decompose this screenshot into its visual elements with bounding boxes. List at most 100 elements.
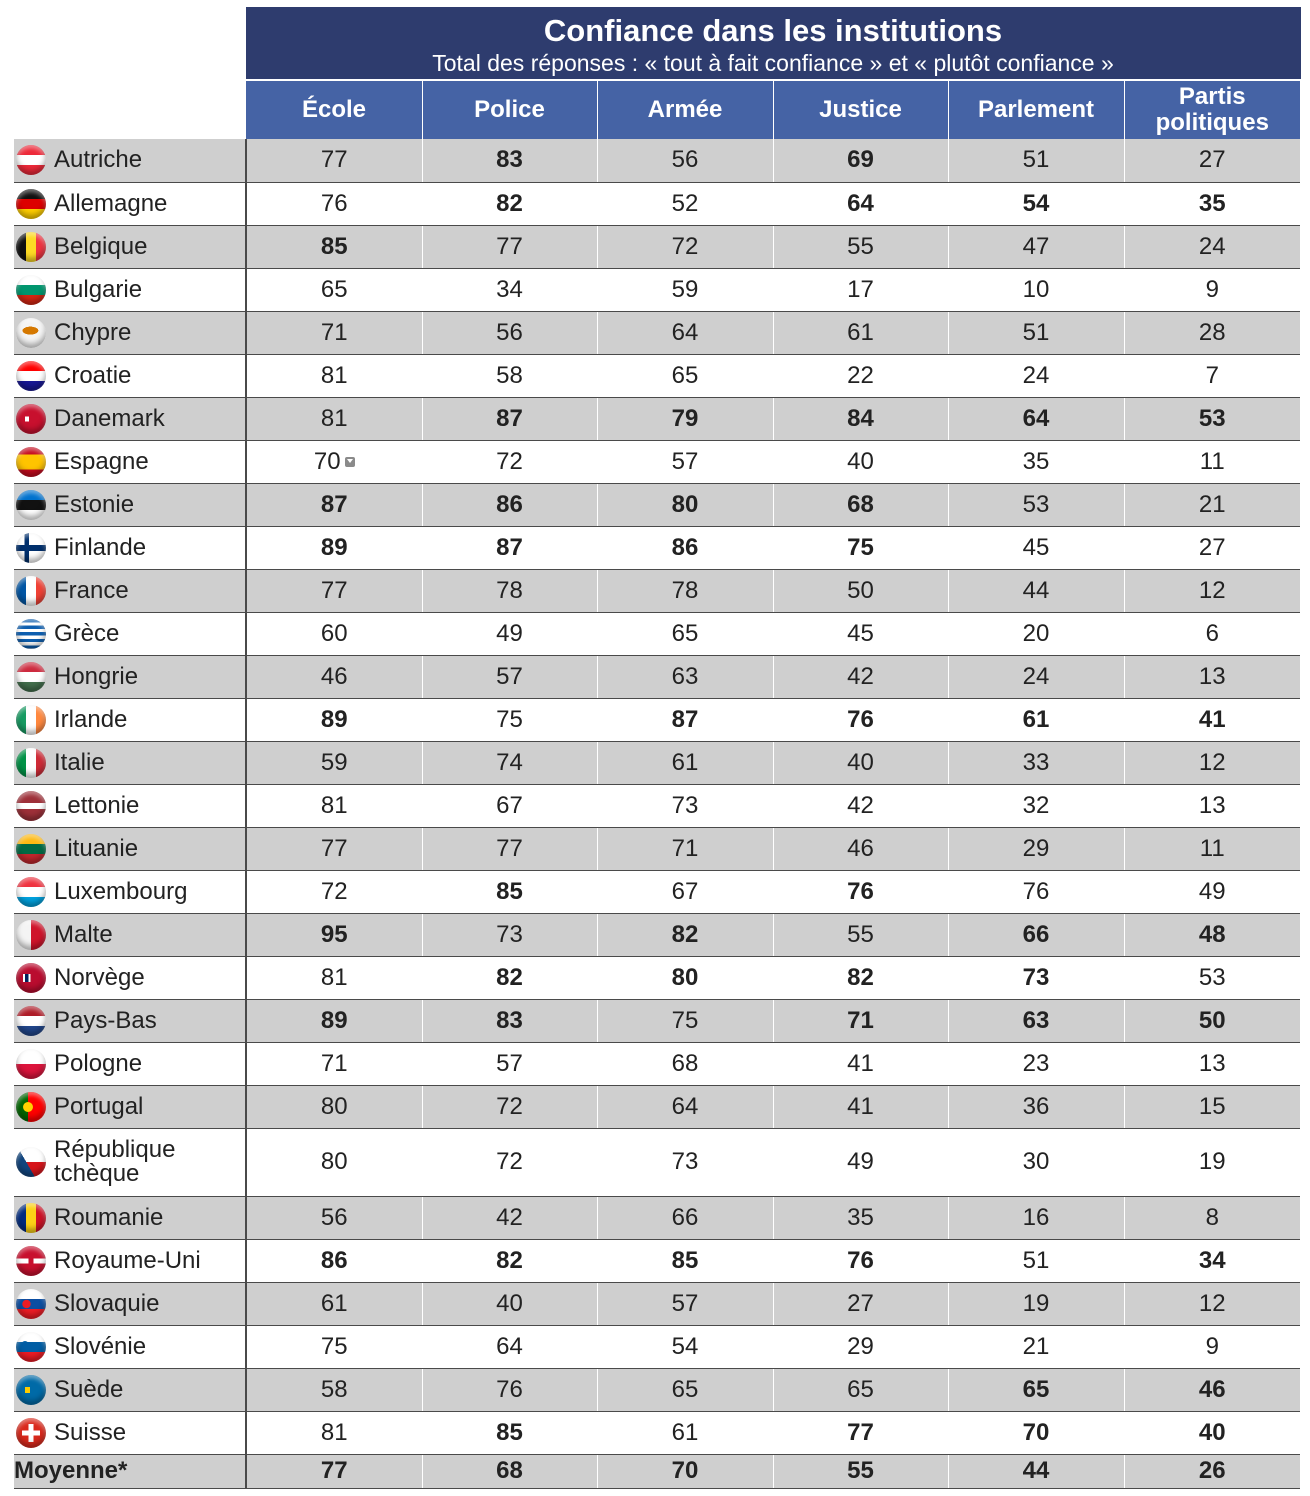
country-name: Norvège (54, 963, 145, 991)
value-text: 78 (496, 576, 523, 604)
value-cell: 10 (947, 268, 1124, 312)
value-cell: 81 (245, 1411, 422, 1455)
bulgaria-flag-icon (16, 274, 46, 305)
value-text: 71 (847, 1006, 874, 1034)
table-row: Finlande 89 87 86 75 45 27 (14, 526, 1300, 570)
value-text: 85 (320, 232, 348, 260)
value-cell: 50 (1123, 999, 1300, 1043)
value-text: 53 (1198, 404, 1226, 432)
value-cell: 64 (947, 397, 1124, 441)
netherlands-flag-icon (16, 1005, 46, 1036)
value-text: 76 (1022, 877, 1050, 905)
value-cell: 33 (947, 741, 1124, 785)
table-subtitle: Total des réponses : « tout à fait confi… (432, 50, 1114, 76)
value-text: 12 (1198, 1289, 1226, 1317)
value-text: 66 (1022, 920, 1050, 948)
table-row: Croatie 81 58 65 22 24 7 (14, 354, 1300, 398)
value-cell: 19 (947, 1282, 1124, 1326)
value-text: 60 (320, 619, 348, 647)
value-text: 46 (320, 662, 348, 690)
value-cell: 15 (1123, 1085, 1300, 1129)
value-cell: 74 (421, 741, 597, 785)
value-cell: 81 (245, 354, 422, 398)
country-name: France (54, 576, 129, 604)
country-cell: Irlande (14, 698, 246, 742)
column-header: Partis politiques (1123, 79, 1300, 139)
country-name: Chypre (54, 318, 132, 346)
country-cell: Grèce (14, 612, 246, 656)
value-cell: 42 (421, 1196, 597, 1240)
value-cell: 61 (596, 1411, 773, 1455)
value-text: 61 (671, 748, 699, 776)
country-name: Allemagne (54, 189, 168, 217)
value-text: 80 (671, 963, 699, 991)
country-name: Pologne (54, 1049, 143, 1077)
value-cell: 52 (596, 182, 773, 226)
country-cell: Norvège (14, 956, 246, 1000)
table-row: Luxembourg 72 85 67 76 76 49 (14, 870, 1300, 914)
value-cell: 56 (596, 139, 773, 183)
value-cell: 72 (245, 870, 422, 914)
country-cell: Lettonie (14, 784, 246, 828)
table-row: Bulgarie 65 34 59 17 10 9 (14, 268, 1300, 312)
denmark-flag-icon (16, 403, 46, 434)
finland-flag-icon (16, 532, 46, 563)
hungary-flag-icon (16, 661, 46, 692)
value-text: 61 (320, 1289, 348, 1317)
value-text: 47 (1022, 232, 1050, 260)
value-text: 24 (1022, 361, 1050, 389)
column-header: École (245, 79, 422, 139)
value-text: 41 (847, 1092, 874, 1120)
value-text: 55 (847, 232, 874, 260)
value-text: 64 (847, 189, 874, 217)
value-text: 72 (671, 232, 699, 260)
value-text: 59 (671, 275, 699, 303)
country-cell: Luxembourg (14, 870, 246, 914)
value-text: 52 (671, 189, 699, 217)
value-cell: 28 (1123, 311, 1300, 355)
value-text: 85 (671, 1246, 699, 1274)
value-text: 67 (671, 877, 699, 905)
value-text: 21 (1022, 1332, 1050, 1360)
value-cell: 86 (245, 1239, 422, 1283)
value-cell: 29 (947, 827, 1124, 871)
value-text: 77 (496, 834, 523, 862)
estonia-flag-icon (16, 489, 46, 520)
value-text: 67 (496, 791, 523, 819)
austria-flag-icon (16, 145, 46, 176)
value-text: 65 (847, 1375, 874, 1403)
value-cell: 73 (947, 956, 1124, 1000)
value-text: 51 (1022, 1246, 1050, 1274)
value-text: 23 (1022, 1049, 1050, 1077)
value-text: 72 (496, 447, 523, 475)
value-text: 10 (1022, 275, 1050, 303)
value-text: 89 (320, 705, 348, 733)
country-cell: Malte (14, 913, 246, 957)
value-text: 57 (671, 1289, 699, 1317)
czech-republic-flag-icon (16, 1147, 46, 1177)
value-cell: 66 (947, 913, 1124, 957)
france-flag-icon (16, 575, 46, 606)
value-text: 76 (847, 705, 874, 733)
value-text: 57 (671, 447, 699, 475)
table-row: Danemark 81 87 79 84 64 53 (14, 397, 1300, 441)
value-text: 86 (496, 490, 523, 518)
value-text: 80 (320, 1148, 348, 1175)
country-cell: Belgique (14, 225, 246, 269)
value-text: 42 (847, 791, 874, 819)
average-value: 68 (421, 1454, 597, 1489)
value-text: 64 (1022, 404, 1050, 432)
romania-flag-icon (16, 1202, 46, 1233)
value-cell: 86 (421, 483, 597, 527)
country-name: Luxembourg (54, 877, 188, 905)
value-text: 35 (847, 1203, 874, 1231)
table-row: Belgique 85 77 72 55 47 24 (14, 225, 1300, 269)
country-cell: Croatie (14, 354, 246, 398)
country-cell: Hongrie (14, 655, 246, 699)
value-text: 56 (320, 1203, 348, 1231)
value-text: 86 (671, 533, 699, 561)
cyprus-flag-icon (16, 317, 46, 348)
portugal-flag-icon (16, 1091, 46, 1122)
country-cell: Danemark (14, 397, 246, 441)
country-name: Estonie (54, 490, 135, 518)
